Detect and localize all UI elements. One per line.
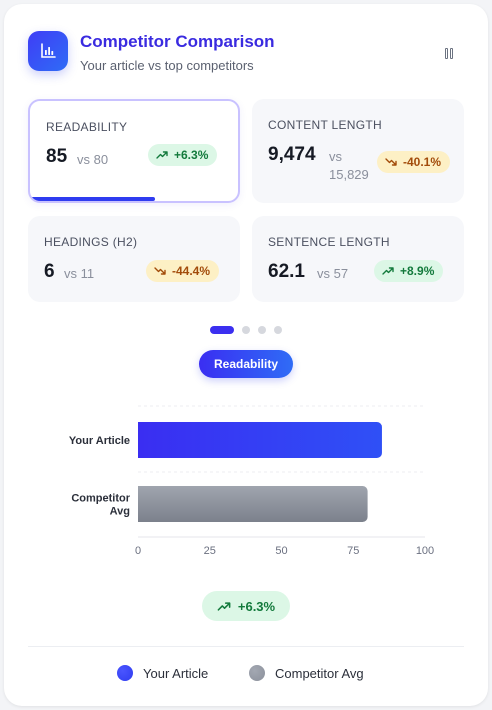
category-label: Your Article	[69, 435, 130, 447]
category-label: Avg	[110, 506, 130, 518]
trend-down-icon	[154, 264, 166, 278]
metric-label: HEADINGS (H2)	[44, 235, 138, 249]
carousel-dot[interactable]	[210, 326, 234, 334]
carousel-dot[interactable]	[258, 326, 266, 334]
legend-item-your-article: Your Article	[117, 664, 208, 682]
pause-button[interactable]	[438, 42, 460, 64]
metric-label: CONTENT LENGTH	[268, 118, 382, 132]
divider	[28, 646, 464, 647]
metric-competitor-value: vs 15,829	[329, 149, 369, 182]
trend-up-icon	[217, 599, 231, 614]
bar-chart-icon	[28, 31, 68, 71]
change-badge: -44.4%	[146, 260, 220, 282]
progress-fill	[30, 197, 155, 201]
change-badge: +8.9%	[374, 260, 444, 282]
selected-metric-pill: Readability	[199, 350, 293, 378]
x-tick-label: 25	[204, 545, 216, 557]
carousel-dot[interactable]	[242, 326, 250, 334]
metric-value: 62.1	[268, 261, 305, 282]
metric-card-content-length[interactable]: CONTENT LENGTH 9,474 vs 15,829 -40.1%	[252, 99, 464, 203]
change-badge: +6.3%	[148, 144, 218, 166]
metric-competitor-value: vs 11	[64, 266, 95, 281]
trend-up-icon	[156, 148, 168, 162]
card-title: Competitor Comparison	[80, 32, 275, 51]
card-subtitle: Your article vs top competitors	[80, 58, 254, 73]
metric-value: 9,474	[268, 144, 316, 165]
metric-label: READABILITY	[46, 120, 128, 134]
bar-your-article	[138, 422, 382, 458]
legend-label: Competitor Avg	[275, 665, 364, 681]
change-value: -40.1%	[403, 155, 442, 169]
pause-icon	[445, 47, 448, 59]
metric-value: 6	[44, 261, 55, 282]
change-value: -44.4%	[172, 264, 211, 278]
change-value: +6.3%	[174, 148, 209, 162]
x-tick-label: 50	[275, 545, 287, 557]
legend-label: Your Article	[143, 665, 209, 681]
carousel-dot[interactable]	[274, 326, 282, 334]
carousel-dots	[210, 326, 290, 334]
metric-label: SENTENCE LENGTH	[268, 235, 390, 249]
trend-up-icon	[382, 264, 394, 278]
bar-competitor-avg	[138, 486, 368, 522]
metric-card-headings[interactable]: HEADINGS (H2) 6 vs 11 -44.4%	[28, 216, 240, 302]
x-tick-label: 0	[135, 545, 141, 557]
metric-competitor-value: vs 57	[317, 266, 349, 281]
change-badge: -40.1%	[377, 151, 451, 173]
category-label: Competitor	[71, 493, 130, 505]
legend-swatch	[249, 665, 265, 681]
metric-value: 85	[46, 146, 68, 167]
metric-card-readability[interactable]: READABILITY 85 vs 80 +6.3%	[28, 99, 240, 203]
bar-base	[138, 486, 144, 522]
summary-change-value: +6.3%	[237, 598, 276, 614]
bar-base	[138, 422, 144, 458]
summary-change-badge: +6.3%	[202, 591, 290, 621]
metric-progress-bar	[30, 197, 238, 201]
legend-swatch	[117, 665, 133, 681]
trend-down-icon	[385, 155, 397, 169]
metric-competitor-value: vs 80	[77, 152, 109, 167]
competitor-comparison-card: Competitor Comparison Your article vs to…	[4, 4, 488, 706]
metric-card-sentence-length[interactable]: SENTENCE LENGTH 62.1 vs 57 +8.9%	[252, 216, 464, 302]
legend-item-competitor-avg: Competitor Avg	[249, 664, 364, 682]
x-tick-label: 100	[416, 545, 434, 557]
x-tick-label: 75	[347, 545, 359, 557]
change-value: +8.9%	[400, 264, 435, 278]
